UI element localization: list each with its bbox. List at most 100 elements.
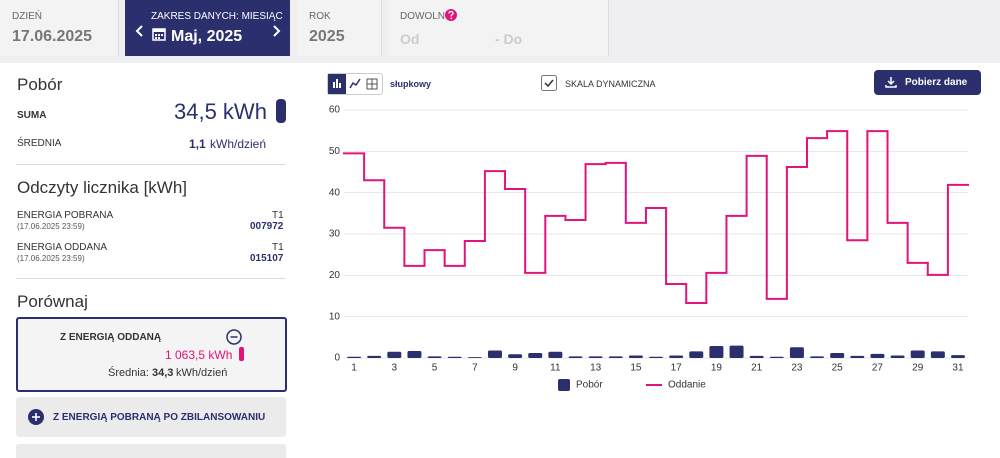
bar [487,350,502,358]
y-tick-label: 40 [329,187,341,198]
separator [16,278,286,279]
bar [930,351,945,358]
button-label: Z ENERGIĄ POBRANĄ PO ZBILANSOWANIU [53,412,266,423]
download-button[interactable]: Pobierz dane [874,70,981,95]
dynamic-scale-label: SKALA DYNAMICZNA [565,79,656,89]
help-icon[interactable] [445,9,457,21]
bar [608,356,623,358]
add-compare-button[interactable] [16,444,286,458]
x-tick-label: 3 [392,363,398,374]
next-arrow[interactable] [271,24,281,38]
compare-card[interactable]: Z ENERGIĄ ODDANĄ 1 063,5 kWh Średnia: 34… [16,317,287,392]
bar [387,351,402,358]
tab-day[interactable]: DZIEŃ 17.06.2025 [0,0,119,56]
bar [588,356,603,358]
x-tick-label: 23 [791,363,803,374]
x-tick-label: 21 [751,363,763,374]
bar [447,356,462,358]
y-tick-label: 0 [334,353,340,364]
bar [628,355,643,358]
x-tick-label: 5 [432,363,438,374]
meter-label: ENERGIA POBRANA [17,210,114,221]
bar [649,356,664,358]
bar [830,353,845,358]
x-tick-label: 25 [832,363,844,374]
card-total: 1 063,5 kWh [165,348,233,362]
x-tick-label: 17 [671,363,683,374]
section-title: Pobór [17,75,63,94]
legend-swatch [558,379,570,391]
bar [508,354,523,358]
x-tick-label: 31 [952,363,964,374]
y-tick-label: 50 [329,146,341,157]
tab-label: DZIEŃ [12,11,42,22]
bar [347,356,362,358]
meter-date: (17.06.2025 23:59) [17,222,85,231]
bar [810,356,825,358]
y-tick-label: 10 [329,311,341,322]
add-compare-button[interactable]: Z ENERGIĄ POBRANĄ PO ZBILANSOWANIU [16,397,286,437]
bar [467,357,482,358]
legend-label: Oddanie [668,380,706,391]
bar [749,355,764,358]
meter-tariff: T1 [272,210,284,221]
x-tick-label: 11 [550,363,561,374]
separator [16,164,286,165]
meter-reading: 015107 [250,253,284,264]
sum-value: 34,5 kWh [174,99,267,124]
series-marker [276,99,286,123]
bar [528,353,543,358]
button-label: Pobierz dane [905,77,968,88]
x-tick-label: 7 [472,363,478,374]
tab-label: ZAKRES DANYCH: MIESIĄC [151,11,283,22]
dynamic-scale-checkbox[interactable] [541,75,557,91]
card-avg-label: Średnia: [108,367,149,379]
prev-arrow[interactable] [135,24,145,38]
table-mode-button[interactable] [364,74,380,94]
series-marker [239,347,244,361]
x-tick-label: 9 [512,363,518,374]
main-panel [0,63,1000,458]
meter-date: (17.06.2025 23:59) [17,254,85,263]
tab-label: ROK [309,11,331,22]
meter-reading: 007972 [250,221,284,232]
card-label: Z ENERGIĄ ODDANĄ [60,332,162,343]
avg-label: ŚREDNIA [17,138,62,149]
chart-mode-label: słupkowy [390,79,432,89]
bar [709,346,724,358]
remove-icon[interactable] [226,329,242,345]
legend-label: Pobór [576,380,603,391]
tab-value: 17.06.2025 [12,28,93,45]
date-to[interactable]: - Do [495,31,523,47]
avg-unit: kWh/dzień [210,137,267,151]
bar [769,356,784,358]
section-title: Porównaj [17,292,88,311]
tab-label: DOWOLNY [400,11,452,22]
bar [548,351,563,358]
meter-tariff: T1 [272,242,284,253]
add-icon [28,409,44,425]
x-tick-label: 29 [912,363,924,374]
y-tick-label: 20 [329,270,341,281]
tab-value: Maj, 2025 [171,28,243,45]
calendar-icon [152,28,166,41]
x-tick-label: 27 [872,363,884,374]
bar [890,355,905,358]
chart-mode-switch [327,73,383,95]
bar [427,356,442,358]
bar [407,350,422,358]
x-tick-label: 13 [590,363,602,374]
x-tick-label: 15 [630,363,642,374]
card-avg-value: 34,3 [152,367,174,379]
tab-custom[interactable]: DOWOLNY Od - Do [388,0,609,56]
bar-mode-button[interactable] [328,74,346,94]
x-tick-label: 1 [351,363,357,374]
download-icon [885,77,897,88]
tab-year[interactable]: ROK 2025 [297,0,382,56]
avg-value: 1,1 [189,137,206,151]
section-title: Odczyty licznika [kWh] [17,178,188,197]
line-mode-button[interactable] [347,74,363,94]
tab-month[interactable]: ZAKRES DANYCH: MIESIĄC Maj, 2025 [125,0,290,56]
date-from[interactable]: Od [400,31,420,47]
